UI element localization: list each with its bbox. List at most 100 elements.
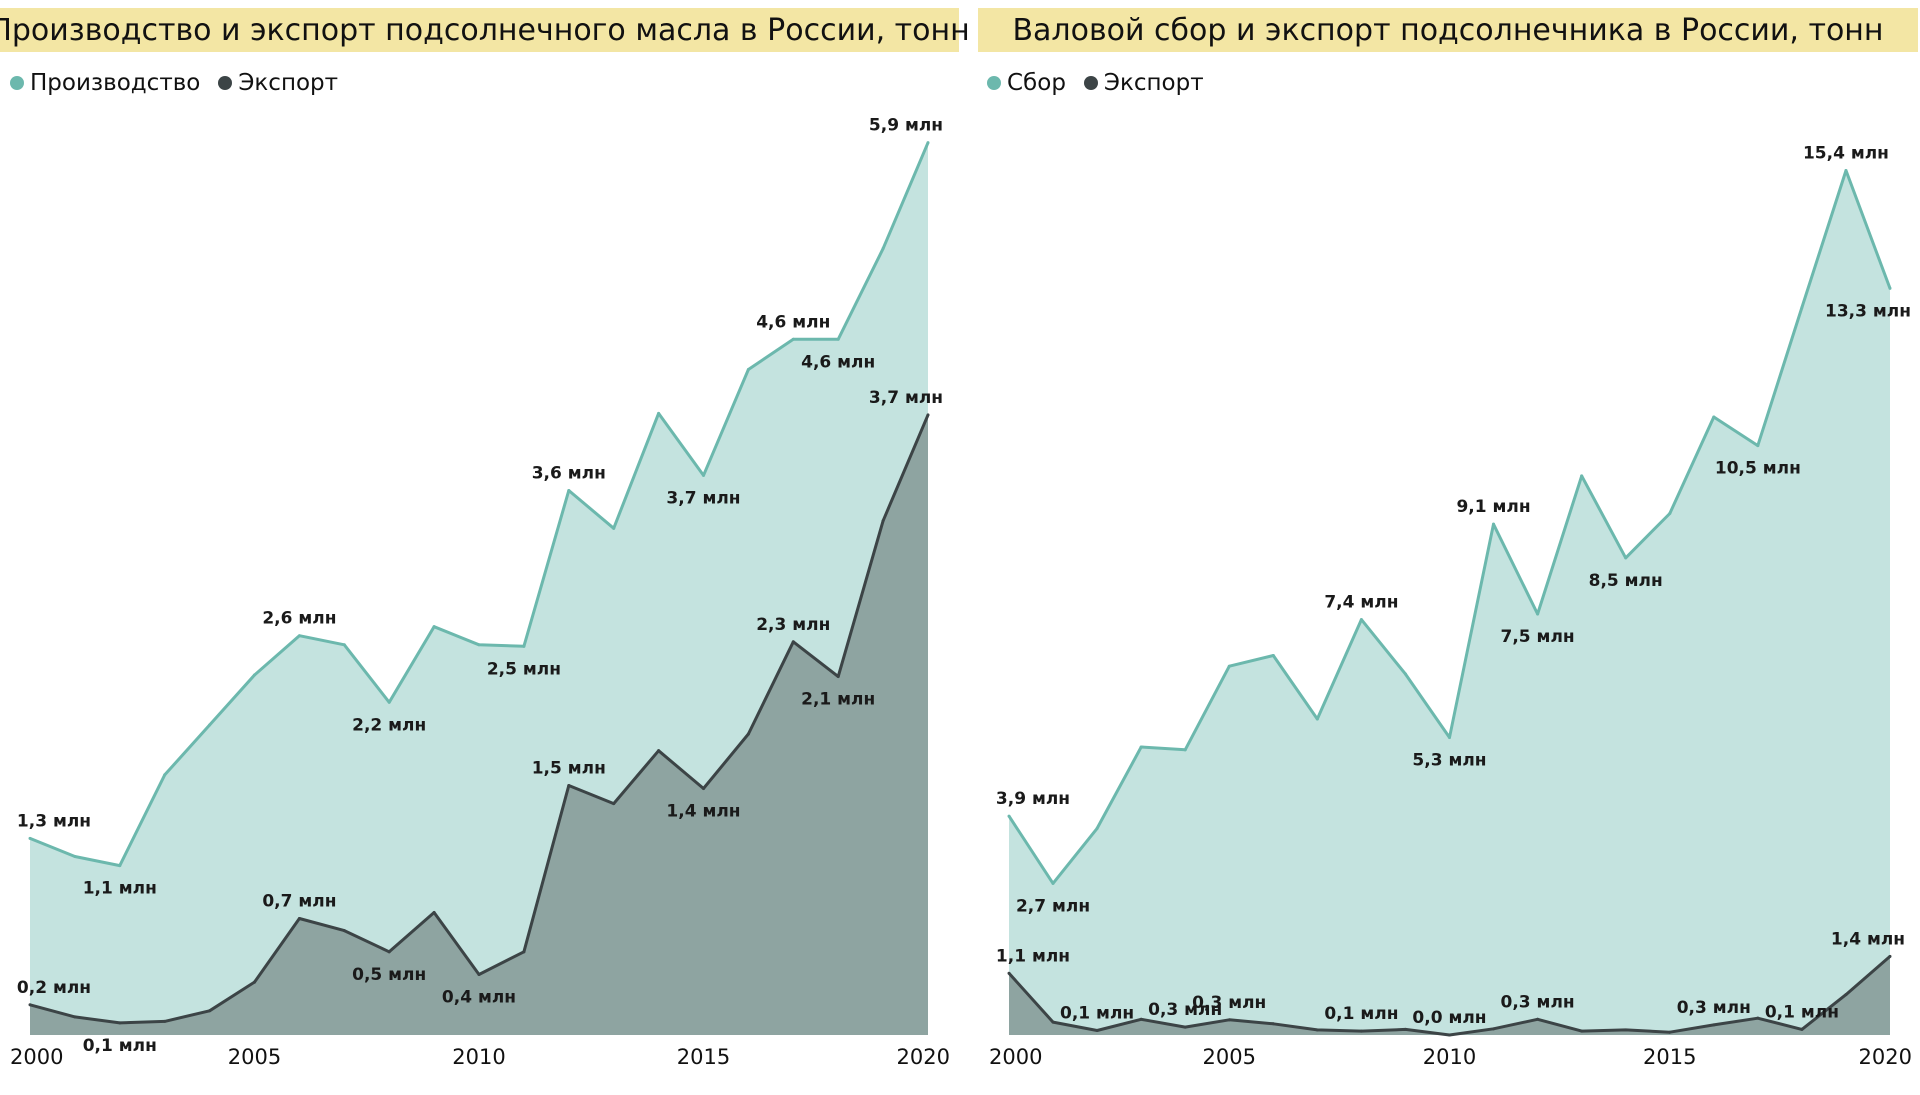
data-point[interactable] (612, 526, 616, 530)
data-point[interactable] (1051, 881, 1055, 885)
data-point[interactable] (791, 337, 795, 341)
data-point[interactable] (1359, 618, 1363, 622)
data-point[interactable] (612, 802, 616, 806)
data-point[interactable] (926, 141, 930, 145)
data-point[interactable] (1844, 169, 1848, 173)
data-point[interactable] (567, 489, 571, 493)
data-point[interactable] (1227, 1018, 1231, 1022)
data-point[interactable] (1183, 748, 1187, 752)
data-point[interactable] (163, 773, 167, 777)
data-point[interactable] (1668, 512, 1672, 516)
data-point[interactable] (1448, 735, 1451, 739)
legend-item-harvest[interactable]: Сбор (987, 70, 1066, 96)
data-point[interactable] (1403, 672, 1407, 676)
data-point[interactable] (881, 519, 885, 523)
data-label: 0,3 млн (1501, 992, 1575, 1012)
data-point[interactable] (477, 973, 481, 977)
data-point[interactable] (926, 413, 930, 417)
data-point[interactable] (1007, 814, 1011, 818)
x-tick-label: 2020 (1859, 1045, 1912, 1069)
data-point[interactable] (1359, 1029, 1363, 1033)
data-point[interactable] (342, 929, 346, 933)
data-point[interactable] (836, 675, 840, 679)
data-point[interactable] (1095, 1029, 1099, 1033)
data-point[interactable] (702, 786, 705, 790)
data-point[interactable] (477, 643, 481, 647)
data-point[interactable] (1315, 717, 1319, 721)
data-point[interactable] (567, 783, 571, 787)
data-point[interactable] (1712, 1023, 1716, 1027)
data-point[interactable] (791, 640, 795, 644)
data-point[interactable] (28, 1003, 32, 1007)
legend[interactable]: Сбор Экспорт (987, 70, 1204, 96)
data-point[interactable] (73, 855, 77, 859)
legend[interactable]: Производство Экспорт (10, 70, 338, 96)
data-point[interactable] (1844, 993, 1848, 997)
data-point[interactable] (118, 864, 122, 868)
data-point[interactable] (1271, 1022, 1275, 1026)
data-point[interactable] (1668, 1030, 1672, 1034)
data-point[interactable] (1403, 1027, 1407, 1031)
data-point[interactable] (253, 673, 256, 677)
data-point[interactable] (1580, 474, 1584, 478)
data-point[interactable] (1536, 1017, 1540, 1021)
data-point[interactable] (1800, 1027, 1804, 1031)
data-point[interactable] (1624, 556, 1628, 560)
data-point[interactable] (657, 411, 661, 415)
data-point[interactable] (1888, 954, 1892, 958)
data-point[interactable] (1448, 1033, 1451, 1037)
data-point[interactable] (746, 368, 750, 372)
x-tick-label: 2010 (1423, 1045, 1476, 1069)
data-point[interactable] (342, 643, 346, 647)
data-point[interactable] (1536, 612, 1540, 616)
data-point[interactable] (1888, 286, 1892, 290)
data-point[interactable] (522, 950, 526, 954)
data-point[interactable] (387, 950, 391, 954)
data-point[interactable] (1756, 1016, 1760, 1020)
data-point[interactable] (522, 644, 526, 648)
data-point[interactable] (163, 1019, 167, 1023)
data-point[interactable] (1800, 305, 1804, 309)
legend-dot-icon (1083, 76, 1098, 90)
data-point[interactable] (1271, 654, 1275, 658)
data-point[interactable] (28, 836, 32, 840)
data-label: 2,1 млн (801, 690, 875, 710)
data-point[interactable] (208, 1009, 212, 1013)
legend-item-production[interactable]: Производство (10, 70, 200, 96)
data-point[interactable] (297, 917, 301, 921)
x-tick-label: 2020 (897, 1045, 950, 1069)
data-point[interactable] (1492, 1027, 1496, 1031)
legend-item-export[interactable]: Экспорт (1083, 70, 1204, 96)
data-point[interactable] (1580, 1029, 1584, 1033)
data-label: 0,2 млн (17, 978, 91, 998)
data-point[interactable] (387, 700, 391, 704)
data-point[interactable] (1624, 1028, 1628, 1032)
data-point[interactable] (1756, 444, 1760, 448)
legend-item-export[interactable]: Экспорт (218, 70, 338, 96)
data-point[interactable] (432, 625, 436, 629)
data-point[interactable] (253, 980, 256, 984)
data-point[interactable] (1051, 1020, 1055, 1024)
data-point[interactable] (1315, 1028, 1319, 1032)
data-point[interactable] (118, 1021, 122, 1025)
data-point[interactable] (1183, 1025, 1187, 1029)
data-point[interactable] (297, 634, 301, 638)
chart-panel-oil: Производство и экспорт подсолнечного мас… (0, 8, 970, 96)
data-point[interactable] (1139, 745, 1143, 749)
data-point[interactable] (746, 732, 750, 736)
data-point[interactable] (702, 473, 705, 477)
data-point[interactable] (1007, 971, 1011, 975)
data-point[interactable] (836, 337, 840, 341)
data-point[interactable] (73, 1015, 77, 1019)
data-point[interactable] (1492, 522, 1496, 526)
data-point[interactable] (657, 749, 661, 753)
data-point[interactable] (1712, 415, 1716, 419)
data-point[interactable] (1139, 1017, 1143, 1021)
data-point[interactable] (881, 247, 885, 251)
data-point[interactable] (208, 723, 212, 727)
data-point[interactable] (1095, 826, 1099, 830)
data-point[interactable] (432, 910, 436, 914)
data-point[interactable] (1227, 664, 1231, 668)
data-label: 0,3 млн (1192, 993, 1266, 1013)
